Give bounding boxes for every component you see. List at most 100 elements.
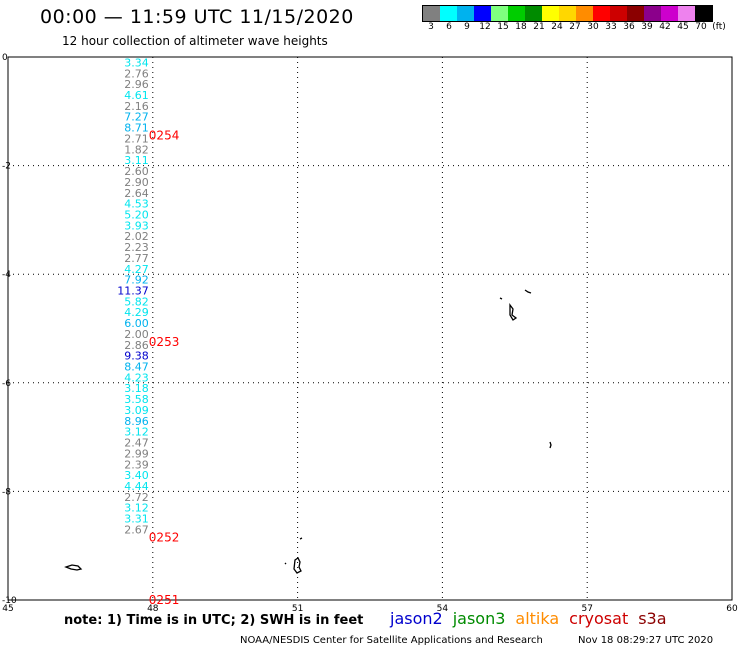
time-label: 0251	[149, 593, 180, 607]
x-tick-label: 54	[437, 604, 449, 614]
legend-swatch	[695, 6, 712, 21]
credit-text: NOAA/NESDIS Center for Satellite Applica…	[240, 635, 543, 646]
legend-label: 24	[551, 22, 563, 32]
swh-value: 8.71	[124, 122, 149, 135]
legend-swatch	[610, 6, 627, 21]
island-outline	[293, 557, 302, 574]
swh-value: 2.90	[124, 176, 149, 189]
swh-value: 3.09	[124, 404, 149, 417]
island-outline	[509, 303, 518, 321]
time-label: 0254	[149, 129, 180, 143]
swh-value: 3.93	[124, 219, 149, 232]
swh-value: 3.11	[124, 154, 149, 167]
satellite-label: s3a	[638, 609, 667, 628]
swh-value: 2.64	[124, 187, 149, 200]
satellite-label: cryosat	[569, 609, 629, 628]
legend-swatch	[678, 6, 695, 21]
time-label: 0253	[149, 335, 180, 349]
legend-swatch	[661, 6, 678, 21]
footer-note: note: 1) Time is in UTC; 2) SWH is in fe…	[64, 613, 364, 628]
swh-value: 3.40	[124, 469, 149, 482]
legend-swatch	[474, 6, 491, 21]
time-label: 0252	[149, 531, 180, 545]
swh-value: 2.23	[124, 241, 149, 254]
y-tick-label: 0	[2, 53, 8, 63]
swh-value: 4.44	[124, 480, 149, 493]
x-tick-label: 45	[2, 604, 13, 614]
x-tick-label: 51	[292, 604, 303, 614]
swh-value: 8.47	[124, 361, 149, 374]
plot-frame	[7, 56, 733, 601]
legend-swatch	[457, 6, 474, 21]
swh-value: 2.71	[124, 132, 149, 145]
legend-swatch	[542, 6, 559, 21]
swh-value: 1.82	[124, 143, 149, 156]
swh-value: 3.12	[124, 502, 149, 515]
swh-value: 2.86	[124, 339, 149, 352]
satellite-label: jason3	[452, 609, 506, 628]
legend-swatch	[525, 6, 542, 21]
legend-label: 27	[569, 22, 581, 32]
legend-swatch	[423, 6, 440, 21]
legend-label: (ft)	[712, 22, 726, 32]
timestamp: Nov 18 08:29:27 UTC 2020	[578, 635, 714, 646]
swh-value: 2.60	[124, 165, 149, 178]
swh-value: 3.12	[124, 426, 149, 439]
swh-value: 3.58	[124, 393, 149, 406]
swh-value: 2.39	[124, 458, 149, 471]
swh-value: 5.82	[124, 295, 149, 308]
swh-value: 4.23	[124, 371, 149, 384]
island-outline	[64, 564, 83, 571]
swh-value: 4.29	[124, 306, 149, 319]
swh-value: 2.67	[124, 523, 149, 536]
satellite-label: altika	[515, 609, 560, 628]
swh-value: 4.61	[124, 89, 149, 102]
legend-label: 18	[515, 22, 527, 32]
chart-subtitle: 12 hour collection of altimeter wave hei…	[62, 34, 328, 48]
legend-label: 70	[695, 22, 707, 32]
island-outline	[299, 537, 303, 540]
swh-value: 2.99	[124, 447, 149, 460]
legend-label: 36	[623, 22, 635, 32]
swh-value: 2.77	[124, 252, 149, 265]
legend-swatch	[627, 6, 644, 21]
legend-swatch	[644, 6, 661, 21]
swh-value: 2.72	[124, 491, 149, 504]
swh-value: 3.18	[124, 382, 149, 395]
legend-label: 15	[497, 22, 509, 32]
swh-value: 2.47	[124, 437, 149, 450]
legend-swatch	[508, 6, 525, 21]
island-outline	[549, 441, 552, 449]
swh-value: 6.00	[124, 317, 149, 330]
legend-swatch	[440, 6, 457, 21]
swh-value: 3.31	[124, 513, 149, 526]
satellite-legend: jason2 jason3 altika cryosat s3a	[390, 609, 677, 628]
legend-label: 39	[641, 22, 653, 32]
swh-value: 3.34	[124, 56, 149, 69]
swh-value: 2.96	[124, 78, 149, 91]
swh-value: 2.16	[124, 100, 149, 113]
legend-swatch	[491, 6, 508, 21]
swh-value: 2.00	[124, 328, 149, 341]
y-tick-label: -8	[2, 487, 11, 497]
legend-swatch	[559, 6, 576, 21]
color-scale-legend	[422, 5, 713, 22]
legend-label: 42	[659, 22, 671, 32]
swh-value: 2.02	[124, 230, 149, 243]
legend-swatch	[576, 6, 593, 21]
y-tick-label: -2	[2, 162, 11, 172]
legend-label: 3	[428, 22, 434, 32]
island-outline	[524, 289, 532, 294]
swh-value: 4.53	[124, 198, 149, 211]
legend-label: 9	[464, 22, 470, 32]
chart-title: 00:00 — 11:59 UTC 11/15/2020	[40, 6, 354, 28]
y-tick-label: -4	[2, 270, 11, 280]
satellite-label: jason2	[390, 609, 443, 628]
legend-label: 21	[533, 22, 545, 32]
island-outline	[499, 297, 503, 300]
x-tick-label: 57	[581, 604, 592, 614]
legend-label: 45	[677, 22, 689, 32]
x-tick-label: 60	[726, 604, 738, 614]
y-tick-label: -10	[2, 596, 17, 606]
